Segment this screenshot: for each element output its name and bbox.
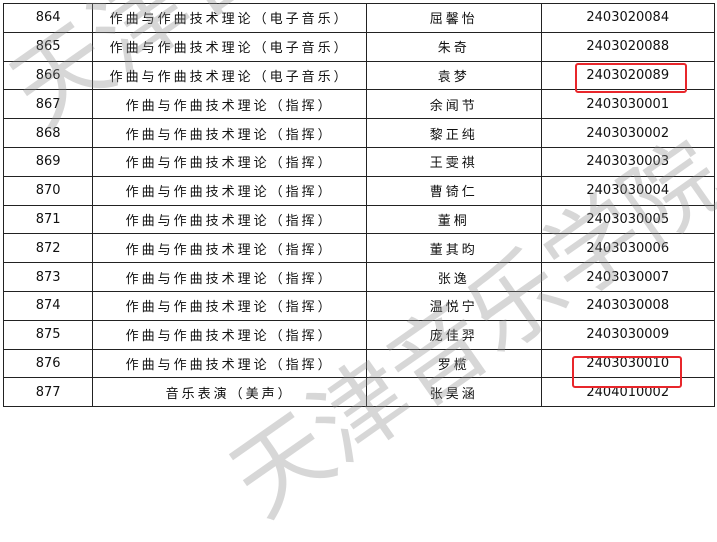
row-number: 873 — [2, 262, 94, 292]
table-row: 872 作曲与作曲技术理论（指挥） 董其昀 2403030006 — [2, 233, 715, 264]
table-row: 868 作曲与作曲技术理论（指挥） 黎正纯 2403030002 — [2, 118, 715, 148]
name-cell: 董桐 — [366, 204, 542, 235]
row-number: 865 — [2, 31, 94, 62]
table-row: 873 作曲与作曲技术理论（指挥） 张逸 2403030007 — [2, 262, 715, 292]
name-cell: 张昊涵 — [366, 377, 542, 408]
row-number: 875 — [2, 319, 94, 350]
student-id-cell: 2403020089 — [540, 60, 715, 91]
row-number: 869 — [2, 146, 94, 177]
major-cell: 作曲与作曲技术理论（指挥） — [92, 118, 368, 148]
student-id-cell: 2404010002 — [540, 377, 715, 408]
student-id-cell: 2403030001 — [540, 89, 715, 120]
major-cell: 作曲与作曲技术理论（电子音乐） — [92, 31, 368, 62]
table-row: 877 音乐表演（美声） 张昊涵 2404010002 — [2, 377, 715, 408]
student-id-cell: 2403030006 — [540, 233, 715, 264]
table-row: 865 作曲与作曲技术理论（电子音乐） 朱奇 2403020088 — [2, 31, 715, 62]
name-cell: 王雯祺 — [366, 146, 542, 177]
row-number: 877 — [2, 377, 94, 408]
name-cell: 庞佳羿 — [366, 319, 542, 350]
table-body: 864 作曲与作曲技术理论（电子音乐） 屈馨怡 2403020084 865 作曲与作曲技… — [2, 3, 715, 408]
major-cell: 作曲与作曲技术理论（指挥） — [92, 262, 368, 292]
table-row: 870 作曲与作曲技术理论（指挥） 曹锜仁 2403030004 — [2, 175, 715, 206]
row-number: 874 — [2, 290, 94, 321]
table-row: 869 作曲与作曲技术理论（指挥） 王雯祺 2403030003 — [2, 146, 715, 177]
table-row: 867 作曲与作曲技术理论（指挥） 余闻节 2403030001 — [2, 89, 715, 120]
student-id-cell: 2403030005 — [540, 204, 715, 235]
table-row: 871 作曲与作曲技术理论（指挥） 董桐 2403030005 — [2, 204, 715, 235]
student-id-cell: 2403030008 — [540, 290, 715, 321]
name-cell: 余闻节 — [366, 89, 542, 120]
name-cell: 罗榄 — [366, 348, 542, 379]
name-cell: 屈馨怡 — [366, 3, 542, 33]
row-number: 868 — [2, 118, 94, 148]
row-number: 864 — [2, 3, 94, 33]
student-id-cell: 2403030002 — [540, 118, 715, 148]
row-number: 876 — [2, 348, 94, 379]
major-cell: 作曲与作曲技术理论（指挥） — [92, 319, 368, 350]
major-cell: 作曲与作曲技术理论（指挥） — [92, 146, 368, 177]
student-id-cell: 2403030009 — [540, 319, 715, 350]
row-number: 872 — [2, 233, 94, 264]
major-cell: 作曲与作曲技术理论（指挥） — [92, 89, 368, 120]
table-row: 874 作曲与作曲技术理论（指挥） 温悦宁 2403030008 — [2, 290, 715, 321]
name-cell: 袁梦 — [366, 60, 542, 91]
name-cell: 温悦宁 — [366, 290, 542, 321]
name-cell: 朱奇 — [366, 31, 542, 62]
name-cell: 黎正纯 — [366, 118, 542, 148]
student-id-cell: 2403030003 — [540, 146, 715, 177]
student-id-cell: 2403030007 — [540, 262, 715, 292]
major-cell: 作曲与作曲技术理论（指挥） — [92, 204, 368, 235]
name-cell: 张逸 — [366, 262, 542, 292]
row-number: 871 — [2, 204, 94, 235]
row-number: 870 — [2, 175, 94, 206]
major-cell: 作曲与作曲技术理论（电子音乐） — [92, 3, 368, 33]
row-number: 866 — [2, 60, 94, 91]
student-id-cell: 2403020084 — [540, 3, 715, 33]
major-cell: 作曲与作曲技术理论（指挥） — [92, 233, 368, 264]
name-cell: 董其昀 — [366, 233, 542, 264]
admission-list-table: 864 作曲与作曲技术理论（电子音乐） 屈馨怡 2403020084 865 作曲与作曲技… — [2, 3, 715, 408]
table-row: 864 作曲与作曲技术理论（电子音乐） 屈馨怡 2403020084 — [2, 3, 715, 33]
major-cell: 作曲与作曲技术理论（电子音乐） — [92, 60, 368, 91]
major-cell: 音乐表演（美声） — [92, 377, 368, 408]
table-row: 866 作曲与作曲技术理论（电子音乐） 袁梦 2403020089 — [2, 60, 715, 91]
table-row: 876 作曲与作曲技术理论（指挥） 罗榄 2403030010 — [2, 348, 715, 379]
table-row: 875 作曲与作曲技术理论（指挥） 庞佳羿 2403030009 — [2, 319, 715, 350]
name-cell: 曹锜仁 — [366, 175, 542, 206]
student-id-cell: 2403020088 — [540, 31, 715, 62]
student-id-cell: 2403030004 — [540, 175, 715, 206]
major-cell: 作曲与作曲技术理论（指挥） — [92, 175, 368, 206]
major-cell: 作曲与作曲技术理论（指挥） — [92, 290, 368, 321]
student-id-cell: 2403030010 — [540, 348, 715, 379]
major-cell: 作曲与作曲技术理论（指挥） — [92, 348, 368, 379]
row-number: 867 — [2, 89, 94, 120]
